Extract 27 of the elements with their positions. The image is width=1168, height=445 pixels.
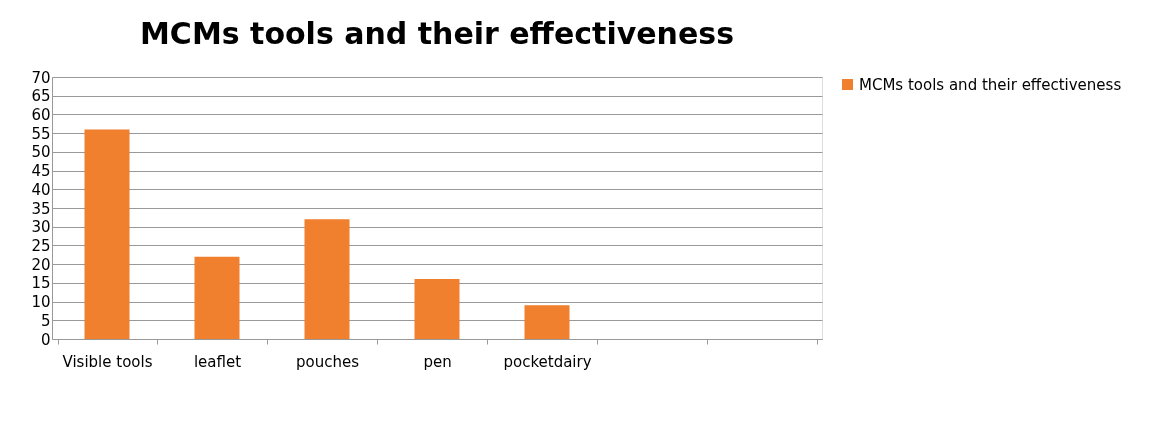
x-tick-label: leaflet xyxy=(193,352,242,371)
bar xyxy=(414,279,460,339)
y-tick-label: 10 xyxy=(31,293,51,312)
y-tick-label: 20 xyxy=(31,255,51,274)
y-tick-label: 70 xyxy=(31,68,51,87)
x-tick-label: pen xyxy=(423,352,452,371)
x-tick-label: pouches xyxy=(295,352,360,371)
y-tick-label: 35 xyxy=(31,199,51,218)
y-tick-label: 5 xyxy=(40,311,51,330)
x-tick-label: Visible tools xyxy=(62,352,153,371)
y-tick-label: 25 xyxy=(31,236,51,255)
y-tick-label: 30 xyxy=(31,218,51,237)
bar xyxy=(524,305,570,339)
y-tick-label: 40 xyxy=(31,180,51,199)
chart-title: MCMs tools and their effectiveness xyxy=(140,16,734,51)
y-tick-label: 65 xyxy=(31,87,51,106)
bar xyxy=(84,129,130,339)
y-tick-label: 60 xyxy=(31,105,51,124)
bar xyxy=(194,256,240,339)
y-tick-label: 55 xyxy=(31,124,51,143)
y-tick-label: 15 xyxy=(31,274,51,293)
y-tick-label: 45 xyxy=(31,162,51,181)
bar xyxy=(304,219,350,339)
y-tick-label: 50 xyxy=(31,143,51,162)
y-tick-label: 0 xyxy=(40,330,51,349)
x-tick-label: pocketdairy xyxy=(503,352,592,371)
legend-label: MCMs tools and their effectiveness xyxy=(859,75,1122,94)
